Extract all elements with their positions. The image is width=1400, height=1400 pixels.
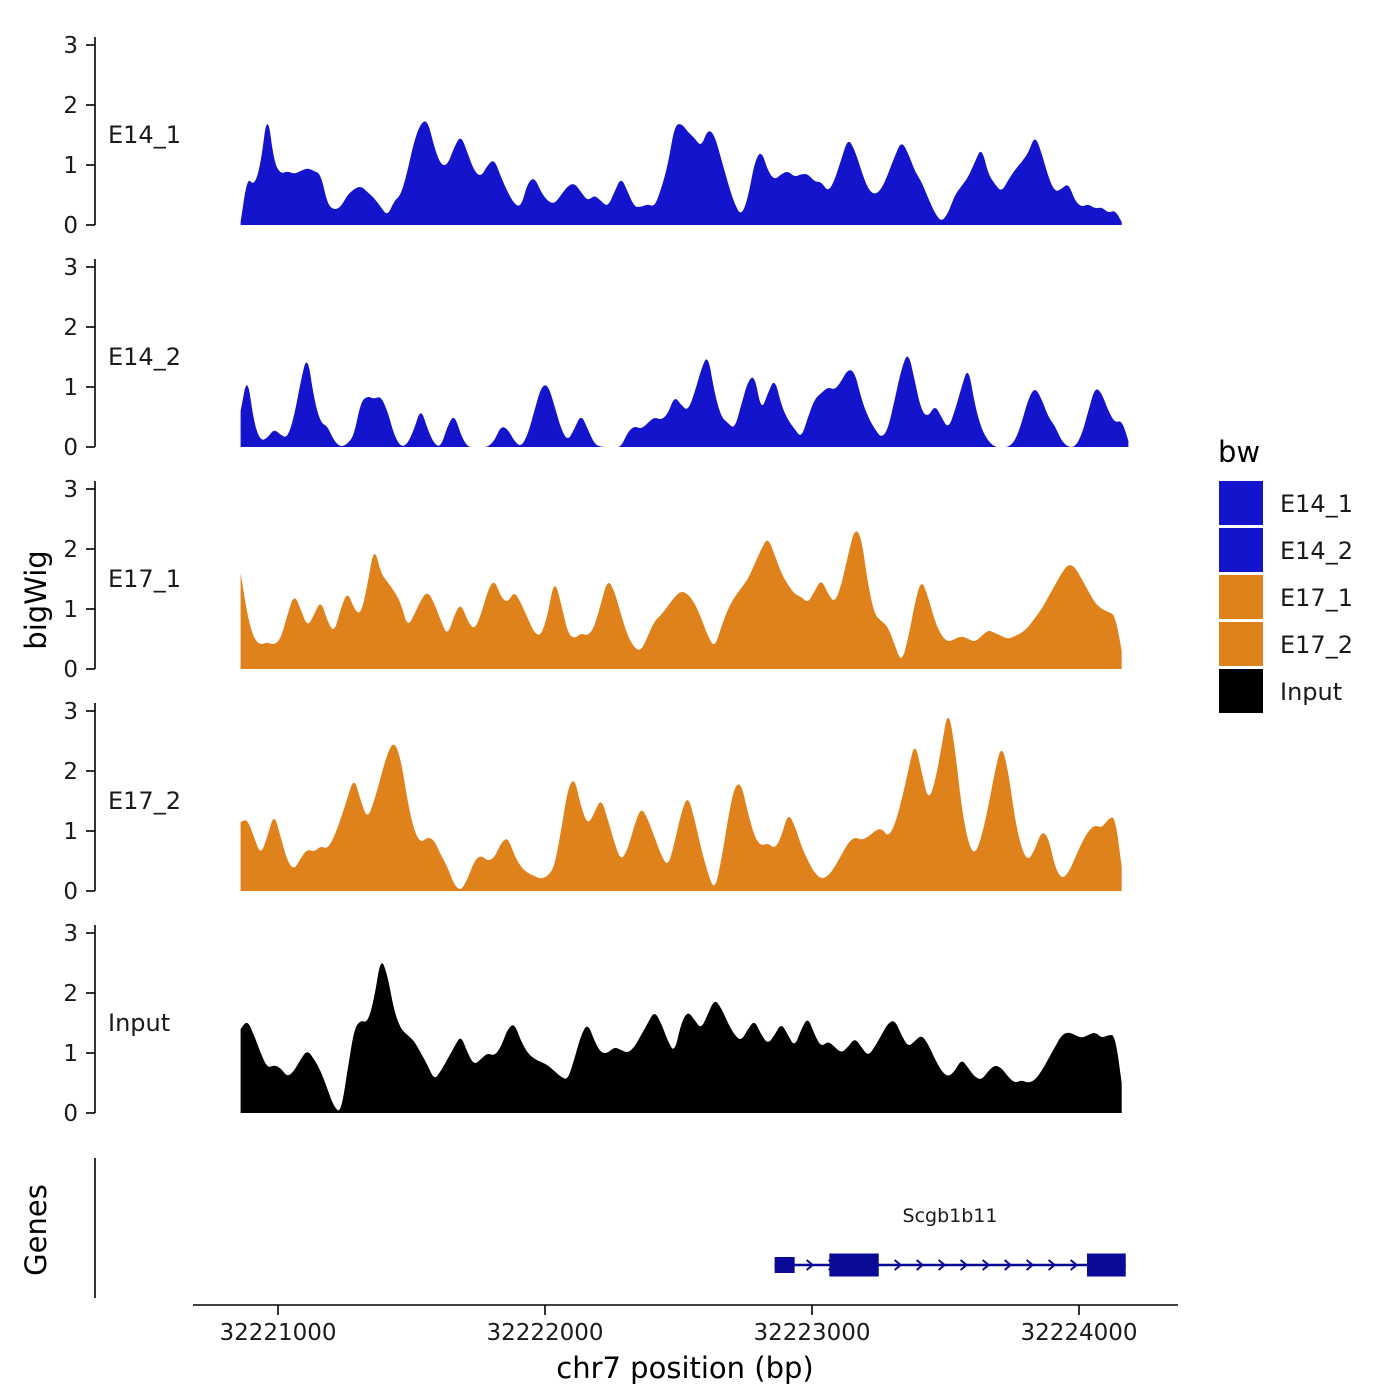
legend-key-E17_1: [1217, 573, 1265, 621]
x-tick-label: 32223000: [753, 1320, 870, 1346]
y-tick-label: 3: [63, 255, 78, 281]
y-tick-label: 2: [63, 759, 78, 785]
track-area-Input: [240, 963, 1122, 1113]
y-tick-label: 1: [63, 819, 78, 845]
legend-item-label: E14_1: [1280, 490, 1353, 518]
legend-key-E14_2: [1217, 526, 1265, 574]
y-tick-label: 1: [63, 1041, 78, 1067]
track-label-E17_2: E17_2: [108, 787, 181, 815]
gene-exon: [1087, 1253, 1126, 1277]
y-tick-label: 1: [63, 153, 78, 179]
legend-item-label: Input: [1280, 678, 1342, 706]
gene-strand-arrow: [1025, 1259, 1035, 1271]
y-axis-title: bigWig: [19, 550, 53, 649]
gene-strand-arrow: [1003, 1259, 1013, 1271]
y-tick-label: 2: [63, 981, 78, 1007]
legend-key-Input: [1217, 667, 1265, 715]
track-label-E14_1: E14_1: [108, 121, 181, 149]
gene-strand-arrow: [1069, 1259, 1079, 1271]
gene-strand-arrow: [893, 1259, 903, 1271]
gene-strand-arrow: [959, 1259, 969, 1271]
gene-strand-arrow: [1047, 1259, 1057, 1271]
legend-item-label: E17_1: [1280, 584, 1353, 612]
x-axis-title: chr7 position (bp): [556, 1351, 813, 1385]
gene-strand-arrow: [805, 1259, 815, 1271]
gene-exon: [829, 1253, 879, 1277]
track-area-E17_1: [240, 531, 1122, 669]
y-tick-label: 0: [63, 879, 78, 905]
y-tick-label: 3: [63, 699, 78, 725]
y-tick-label: 0: [63, 1101, 78, 1127]
legend-item-label: E17_2: [1280, 631, 1353, 659]
track-label-Input: Input: [108, 1009, 170, 1037]
y-tick-label: 2: [63, 93, 78, 119]
gene-name-label: Scgb1b11: [903, 1205, 998, 1227]
track-label-E17_1: E17_1: [108, 565, 181, 593]
genes-panel-title: Genes: [19, 1184, 53, 1276]
x-tick-label: 32221000: [219, 1320, 336, 1346]
legend-key-E17_2: [1217, 620, 1265, 668]
y-tick-label: 0: [63, 213, 78, 239]
y-tick-label: 1: [63, 375, 78, 401]
y-tick-label: 1: [63, 597, 78, 623]
y-tick-label: 0: [63, 657, 78, 683]
gene-exon: [774, 1257, 795, 1273]
legend-title: bw: [1218, 435, 1260, 469]
y-tick-label: 3: [63, 921, 78, 947]
y-tick-label: 3: [63, 33, 78, 59]
y-tick-label: 0: [63, 435, 78, 461]
track-area-E14_1: [240, 121, 1122, 225]
y-tick-label: 3: [63, 477, 78, 503]
track-label-E14_2: E14_2: [108, 343, 181, 371]
y-tick-label: 2: [63, 315, 78, 341]
gene-strand-arrow: [981, 1259, 991, 1271]
legend-key-E14_1: [1217, 479, 1265, 527]
track-area-E14_2: [240, 356, 1129, 447]
x-tick-label: 32224000: [1020, 1320, 1137, 1346]
legend-item-label: E14_2: [1280, 537, 1353, 565]
y-tick-label: 2: [63, 537, 78, 563]
x-tick-label: 32222000: [486, 1320, 603, 1346]
gene-strand-arrow: [915, 1259, 925, 1271]
track-area-E17_2: [240, 717, 1122, 891]
gene-strand-arrow: [937, 1259, 947, 1271]
